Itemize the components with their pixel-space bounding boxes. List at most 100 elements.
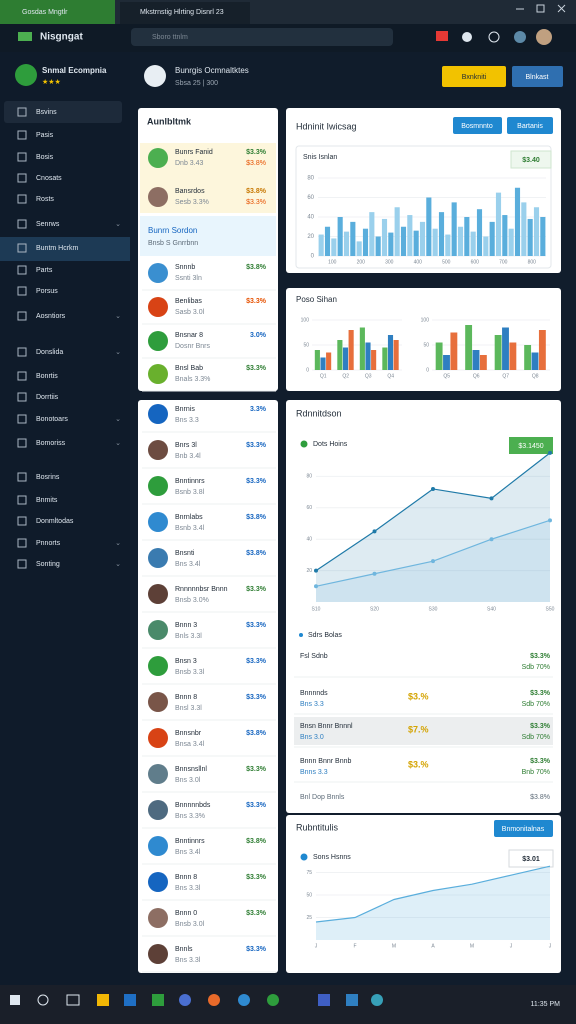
nav-icon[interactable] (17, 495, 27, 505)
x-tick-label: Q3 (365, 373, 372, 379)
nav-icon[interactable] (17, 371, 27, 381)
nav-item[interactable]: Aosntiors (36, 313, 66, 320)
row-value: $3.3% (530, 758, 551, 765)
search-box[interactable] (131, 28, 393, 46)
chevron: ⌄ (115, 540, 121, 547)
nav-item[interactable]: Bomoriss (36, 440, 66, 447)
tab[interactable] (120, 2, 250, 24)
item-value: $3.8% (246, 514, 267, 521)
nav-item[interactable]: Pnnorts (36, 540, 61, 547)
legend-label: Sons Hsnns (313, 854, 351, 861)
nav-item[interactable]: Cnosats (36, 175, 62, 182)
nav-item[interactable]: Buntm Hcrkm (36, 245, 79, 252)
nav-item[interactable]: Bnmits (36, 497, 58, 504)
row-value: $3.% (408, 691, 429, 701)
point (489, 496, 494, 501)
icon[interactable] (462, 32, 472, 42)
avatar (15, 64, 37, 86)
table-title: Sdrs Bolas (308, 632, 342, 639)
nav-item[interactable]: Porsus (36, 288, 58, 295)
nav-icon[interactable] (17, 559, 27, 569)
button[interactable] (507, 117, 553, 134)
x-tick-label: Q5 (443, 373, 450, 379)
y-tick-label: 0 (311, 254, 315, 260)
nav-item[interactable]: Donslida (36, 349, 63, 356)
item-value: $3.3% (246, 298, 267, 305)
nav-icon[interactable] (17, 516, 27, 526)
y-tick-label: 20 (307, 234, 314, 240)
nav-item[interactable]: Senrws (36, 221, 60, 228)
avatar[interactable] (536, 29, 552, 45)
item-name: Bnnn 0 (175, 910, 197, 917)
bar (445, 234, 451, 256)
nav-item[interactable]: Pasis (36, 132, 54, 139)
item-name: Snnnb (175, 264, 195, 271)
nav-icon[interactable] (17, 414, 27, 424)
button[interactable] (442, 66, 506, 87)
nav-icon[interactable] (17, 130, 27, 140)
button[interactable] (453, 117, 502, 134)
icon[interactable] (514, 31, 526, 43)
clock: 11:35 PM (531, 1001, 561, 1008)
bar (407, 215, 413, 256)
profile-sub: Sbsa 25 | 300 (175, 80, 218, 87)
nav-icon[interactable] (17, 438, 27, 448)
area (316, 452, 550, 602)
nav-icon[interactable] (17, 107, 27, 117)
icon[interactable] (488, 31, 500, 43)
nav-icon[interactable] (17, 286, 27, 296)
nav-icon[interactable] (17, 472, 27, 482)
tab[interactable] (0, 0, 115, 24)
bar (483, 236, 489, 256)
nav-item[interactable]: Bonrtis (36, 373, 58, 380)
x-tick-label: S10 (312, 606, 321, 612)
bar (350, 221, 356, 256)
bar (495, 192, 502, 256)
nav-item[interactable]: Bonotoars (36, 416, 68, 423)
button[interactable] (512, 66, 563, 87)
nav-item[interactable]: Bosis (36, 154, 54, 161)
item-name: Bnsl Bab (175, 365, 203, 372)
item-value: $3.3% (246, 199, 266, 206)
bar (371, 350, 377, 370)
button-label: Bxnkniti (462, 74, 487, 81)
y-tick-label: 0 (426, 367, 429, 373)
nav-icon[interactable] (17, 194, 27, 204)
row-sub: Bns 3.3 (300, 701, 324, 708)
taskbar-icons[interactable] (10, 994, 383, 1006)
nav-item[interactable]: Donmltodas (36, 518, 74, 525)
item-name: Bnsnar 8 (175, 332, 203, 339)
nav-icon[interactable] (17, 265, 27, 275)
bar (365, 342, 371, 370)
panel (286, 400, 561, 813)
item-name: Bnrnlabs (175, 514, 203, 521)
bar (489, 221, 495, 256)
bar (465, 325, 473, 370)
nav-icon[interactable] (17, 392, 27, 402)
icon[interactable] (436, 31, 448, 41)
nav-icon[interactable] (17, 538, 27, 548)
item-sub: Bnb 3.4l (175, 453, 201, 460)
nav-item[interactable]: Rosts (36, 196, 54, 203)
nav-item[interactable]: Dorrtiis (36, 394, 59, 401)
panel (286, 815, 561, 973)
nav-icon[interactable] (17, 219, 27, 229)
nav-highlight (4, 101, 122, 123)
nav-icon[interactable] (17, 347, 27, 357)
x-tick-label: J (510, 943, 513, 949)
nav-item[interactable]: Parts (36, 267, 53, 274)
nav-icon[interactable] (17, 152, 27, 162)
item-sub: Bnsb 3.0l (175, 921, 205, 928)
nav-item[interactable]: Bosrins (36, 474, 60, 481)
nav-item[interactable]: Sonting (36, 561, 60, 568)
avatar (148, 148, 168, 168)
item-value: $3.8% (246, 160, 266, 167)
button[interactable] (494, 820, 553, 837)
bar (464, 217, 470, 256)
window-controls[interactable] (516, 4, 566, 13)
nav-icon[interactable] (17, 173, 27, 183)
bar (540, 217, 546, 256)
nav-icon[interactable] (17, 311, 27, 321)
nav-item[interactable]: Bsvins (36, 109, 57, 116)
nav-icon[interactable] (17, 243, 27, 253)
